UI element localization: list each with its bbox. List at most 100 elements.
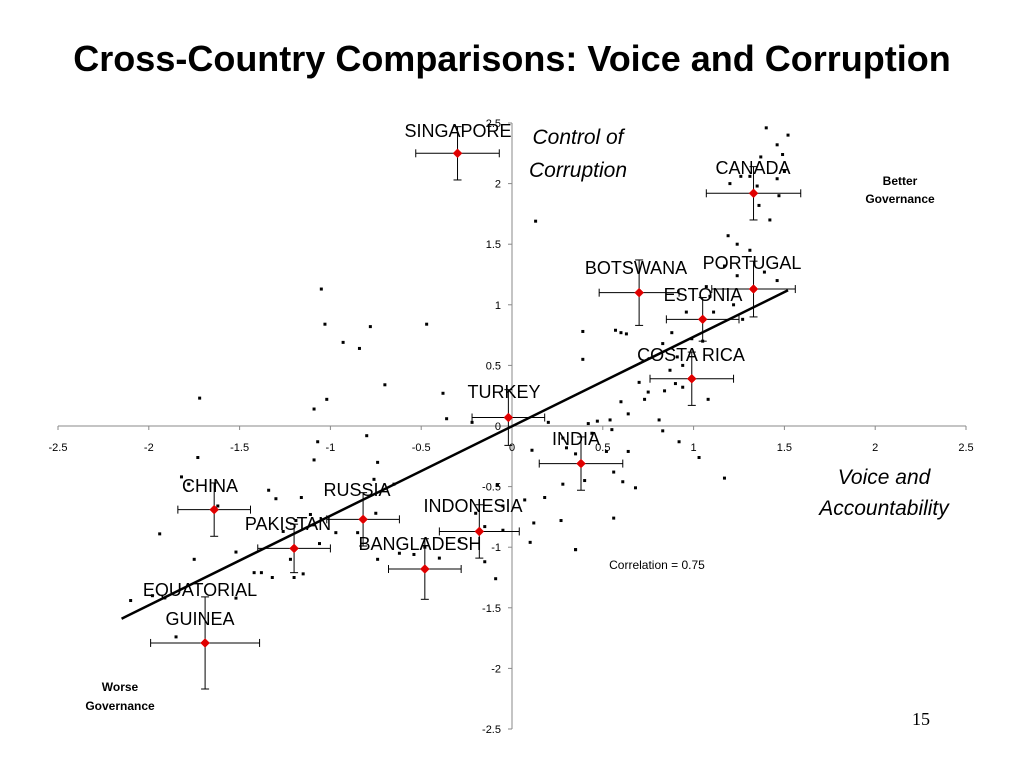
scatter-point bbox=[179, 475, 183, 479]
scatter-point bbox=[495, 483, 499, 487]
scatter-point bbox=[534, 219, 538, 223]
scatter-point bbox=[612, 516, 616, 520]
scatter-point bbox=[198, 396, 202, 400]
scatter-point bbox=[129, 599, 133, 603]
y-tick-label: -2 bbox=[491, 663, 501, 675]
scatter-point bbox=[270, 576, 274, 579]
scatter-point bbox=[325, 397, 329, 401]
scatter-point bbox=[739, 174, 743, 178]
x-axis-title: Accountability bbox=[817, 497, 950, 520]
scatter-point bbox=[673, 382, 677, 386]
scatter-point bbox=[528, 540, 532, 544]
scatter-point bbox=[722, 476, 726, 480]
scatter-point bbox=[334, 531, 338, 535]
highlight-marker bbox=[748, 188, 759, 199]
country-label: RUSSIA bbox=[323, 480, 390, 500]
scatter-point bbox=[376, 557, 380, 561]
scatter-point bbox=[457, 539, 461, 543]
scatter-point bbox=[274, 497, 278, 501]
x-axis-title: Voice and bbox=[838, 466, 932, 489]
scatter-point bbox=[670, 331, 674, 335]
country-label: COSTA RICA bbox=[637, 345, 745, 365]
scatter-point bbox=[782, 169, 786, 173]
y-tick-label: 0.5 bbox=[486, 360, 501, 372]
y-axis-title: Corruption bbox=[529, 159, 627, 182]
scatter-point bbox=[777, 194, 781, 198]
x-tick-label: -1.5 bbox=[230, 442, 249, 454]
scatter-point bbox=[604, 449, 608, 453]
highlighted-countries bbox=[150, 126, 802, 690]
scatter-point bbox=[726, 234, 730, 238]
scatter-point bbox=[728, 182, 732, 186]
scatter-point bbox=[614, 328, 618, 332]
scatter-point bbox=[581, 329, 585, 333]
scatter-point bbox=[368, 325, 372, 329]
scatter-point bbox=[319, 287, 323, 291]
highlight-marker bbox=[474, 526, 485, 537]
scatter-point bbox=[663, 389, 667, 393]
scatter-point bbox=[530, 448, 534, 452]
scatter-point bbox=[668, 368, 672, 372]
scatter-point bbox=[294, 519, 298, 523]
scatter-point bbox=[646, 390, 650, 394]
y-tick-label: 2.5 bbox=[486, 118, 501, 130]
scatter-point bbox=[559, 519, 563, 523]
scatter-point bbox=[288, 557, 292, 561]
scatter-point bbox=[216, 504, 220, 508]
y-axis-title: Control of bbox=[532, 126, 625, 149]
x-tick-label: 2 bbox=[872, 442, 878, 454]
scatter-point bbox=[234, 550, 238, 554]
scatter-point bbox=[748, 248, 752, 252]
scatter-point bbox=[712, 310, 716, 314]
y-tick-label: -1.5 bbox=[482, 603, 501, 615]
scatter-point bbox=[708, 294, 712, 298]
scatter-point bbox=[441, 391, 445, 395]
scatter-point bbox=[374, 511, 378, 515]
scatter-point bbox=[292, 576, 296, 579]
country-label: EQUATORIAL bbox=[143, 580, 257, 600]
scatter-point bbox=[608, 418, 612, 422]
scatter-point bbox=[281, 529, 285, 533]
highlight-marker bbox=[452, 148, 463, 159]
scatter-point bbox=[581, 357, 585, 361]
y-tick-label: -1 bbox=[491, 542, 501, 554]
x-tick-label: -0.5 bbox=[412, 442, 431, 454]
scatter-point bbox=[748, 174, 752, 178]
scatter-point bbox=[661, 429, 665, 433]
country-label: GUINEA bbox=[165, 609, 234, 629]
scatter-point bbox=[775, 177, 779, 181]
scatter-point bbox=[299, 496, 303, 500]
country-label: PORTUGAL bbox=[703, 253, 802, 273]
scatter-point bbox=[626, 449, 630, 453]
scatter-point bbox=[757, 203, 761, 207]
y-tick-label: 0 bbox=[495, 421, 501, 433]
scatter-point bbox=[341, 340, 345, 344]
scatter-point bbox=[586, 422, 590, 426]
scatter-point bbox=[759, 155, 763, 159]
scatter-point bbox=[523, 498, 527, 502]
scatter-point bbox=[735, 242, 739, 246]
scatter-point bbox=[657, 418, 661, 422]
x-tick-label: 0 bbox=[509, 442, 515, 454]
scatter-point bbox=[437, 556, 441, 560]
chart-labels: SINGAPORE CANADA PORTUGAL BOTSWANA ESTONIA CO… bbox=[85, 121, 950, 713]
scatter-point bbox=[732, 303, 736, 307]
highlight-marker bbox=[419, 564, 430, 574]
scatter-point bbox=[755, 184, 759, 188]
scatter-point bbox=[619, 400, 623, 404]
scatter-point bbox=[187, 482, 191, 486]
scatter-point bbox=[474, 511, 478, 515]
y-tick-label: 1 bbox=[495, 300, 501, 312]
scatter-point bbox=[775, 279, 779, 283]
scatter-point bbox=[681, 385, 685, 389]
scatter-point bbox=[259, 571, 263, 575]
scatter-point bbox=[786, 133, 790, 137]
scatter-point bbox=[532, 521, 536, 525]
highlight-marker bbox=[634, 287, 644, 298]
x-tick-label: 1 bbox=[691, 442, 697, 454]
correlation-note: Correlation = 0.75 bbox=[609, 558, 705, 572]
scatter-point bbox=[150, 594, 154, 598]
country-label: BOTSWANA bbox=[585, 258, 687, 278]
scatter-point bbox=[252, 571, 256, 575]
scatter-point bbox=[312, 407, 316, 411]
